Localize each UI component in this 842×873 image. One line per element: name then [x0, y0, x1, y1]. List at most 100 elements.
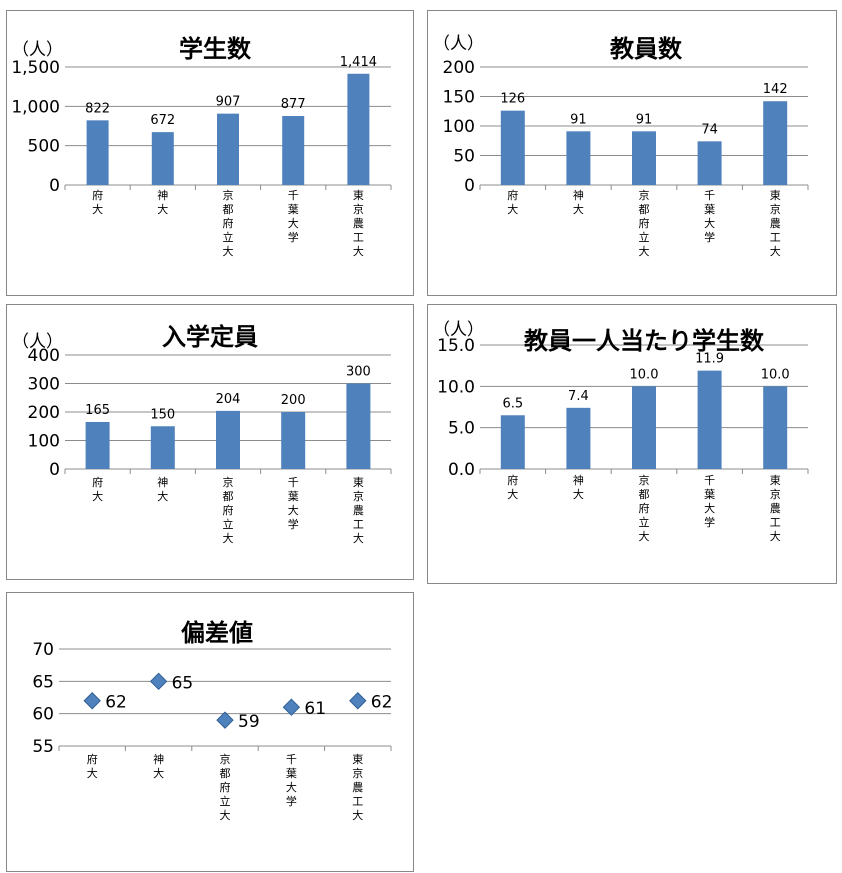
- x-tick-char: 学: [704, 230, 715, 244]
- data-label: 61: [304, 699, 326, 719]
- x-tick-label: 京都府立大: [223, 188, 234, 258]
- y-tick-label: 100: [28, 432, 60, 452]
- x-tick-char: 東: [770, 474, 781, 487]
- data-label: 907: [216, 95, 241, 110]
- x-tick-char: 大: [288, 216, 299, 230]
- data-point-marker: [149, 672, 168, 691]
- x-tick-char: 大: [223, 244, 234, 258]
- x-tick-char: 工: [770, 231, 781, 244]
- bar: [632, 386, 656, 469]
- x-tick-label: 神大: [157, 475, 168, 503]
- x-tick-char: 大: [157, 489, 168, 503]
- chart-panel-students: 0 500 1,000 1,500 学生数 （人） 822 672 907 877 1,414 府大神…: [6, 10, 414, 296]
- x-tick-label: 東京農工大: [353, 476, 364, 545]
- x-tick-label: 京都府立大: [223, 475, 234, 545]
- x-tick-char: 大: [220, 808, 231, 822]
- y-tick-label: 0: [464, 176, 475, 196]
- x-tick-char: 京: [223, 475, 234, 489]
- data-label: 126: [500, 92, 525, 107]
- bar: [216, 410, 240, 469]
- x-tick-char: 大: [92, 489, 103, 503]
- data-label: 877: [281, 97, 306, 112]
- data-label: 74: [701, 122, 718, 137]
- bar: [346, 383, 371, 469]
- x-tick-char: 大: [353, 531, 364, 545]
- x-tick-char: 大: [573, 202, 584, 216]
- x-tick-label: 府大: [507, 473, 518, 501]
- x-tick-char: 大: [352, 808, 363, 822]
- x-tick-char: 立: [639, 515, 650, 529]
- bar: [566, 131, 591, 185]
- data-label: 200: [281, 393, 306, 408]
- x-tick-char: 葉: [704, 487, 715, 501]
- chart-panel-students-per-faculty: 0.0 5.0 10.0 15.0 教員一人当たり学生数 （人） 6.5 7.4 10.0 11.…: [427, 304, 837, 584]
- bar: [500, 110, 525, 185]
- x-tick-char: 府: [223, 216, 234, 230]
- x-tick-char: 京: [639, 188, 650, 202]
- x-tick-char: 東: [353, 476, 364, 489]
- x-tick-label: 東京農工大: [353, 189, 364, 258]
- data-label: 7.4: [568, 389, 589, 404]
- y-tick-label: 400: [28, 346, 60, 366]
- bar: [763, 386, 788, 469]
- x-tick-char: 農: [770, 501, 781, 515]
- x-tick-char: 大: [507, 487, 518, 501]
- x-tick-char: 大: [353, 244, 364, 258]
- x-tick-char: 京: [639, 473, 650, 487]
- bar: [632, 131, 656, 185]
- x-tick-char: 工: [353, 518, 364, 531]
- x-tick-label: 神大: [573, 188, 584, 216]
- bar: [217, 113, 239, 185]
- x-tick-char: 学: [288, 517, 299, 531]
- x-tick-char: 大: [770, 244, 781, 258]
- data-label: 62: [105, 693, 127, 713]
- x-tick-char: 京: [770, 202, 781, 216]
- data-label: 11.9: [695, 352, 724, 367]
- x-tick-char: 府: [220, 780, 231, 794]
- y-tick-label: 200: [28, 403, 60, 423]
- y-tick-label: 100: [443, 117, 475, 137]
- x-tick-char: 学: [288, 230, 299, 244]
- chart-title: 学生数: [179, 35, 252, 63]
- bar: [566, 407, 591, 469]
- x-tick-label: 千葉大学: [704, 189, 715, 244]
- bar: [500, 415, 525, 469]
- bar: [282, 116, 305, 185]
- chart-title: 教員数: [610, 35, 683, 63]
- x-tick-char: 工: [352, 795, 363, 808]
- x-tick-char: 京: [353, 202, 364, 216]
- data-label: 1,414: [340, 55, 377, 70]
- x-tick-char: 農: [353, 216, 364, 230]
- bar: [281, 412, 306, 469]
- x-tick-char: 千: [288, 189, 299, 202]
- x-tick-char: 大: [87, 766, 98, 780]
- x-tick-char: 大: [507, 202, 518, 216]
- x-tick-char: 農: [352, 780, 363, 794]
- x-tick-char: 京: [353, 489, 364, 503]
- x-tick-char: 府: [639, 501, 650, 515]
- x-tick-char: 大: [639, 529, 650, 543]
- y-tick-label: 70: [32, 640, 54, 660]
- x-tick-char: 京: [770, 487, 781, 501]
- y-tick-label: 60: [32, 705, 54, 725]
- x-tick-char: 大: [286, 780, 297, 794]
- x-tick-char: 神: [573, 188, 584, 202]
- x-tick-char: 府: [223, 503, 234, 517]
- x-tick-label: 府大: [87, 752, 98, 780]
- x-tick-label: 千葉大学: [286, 753, 297, 808]
- x-tick-label: 東京農工大: [770, 189, 781, 258]
- chart-panel-admission-capacity: 0 100 200 300 400 入学定員 （人） 165 150 204 200 300 府大 神大京…: [6, 304, 414, 580]
- x-tick-char: 府: [92, 475, 103, 489]
- x-tick-char: 府: [507, 473, 518, 487]
- unit-label: （人）: [12, 40, 63, 60]
- x-tick-char: 大: [157, 202, 168, 216]
- x-tick-char: 葉: [288, 202, 299, 216]
- chart-panel-faculty: 0 50 100 150 200 教員数 （人） 126 91 91 74 142 府大 神大 京都府立大千…: [427, 10, 837, 296]
- x-tick-label: 千葉大学: [288, 476, 299, 531]
- y-tick-label: 10.0: [437, 377, 475, 397]
- x-tick-char: 府: [92, 188, 103, 202]
- x-tick-label: 京都府立大: [220, 752, 231, 822]
- x-tick-label: 神大: [153, 752, 164, 780]
